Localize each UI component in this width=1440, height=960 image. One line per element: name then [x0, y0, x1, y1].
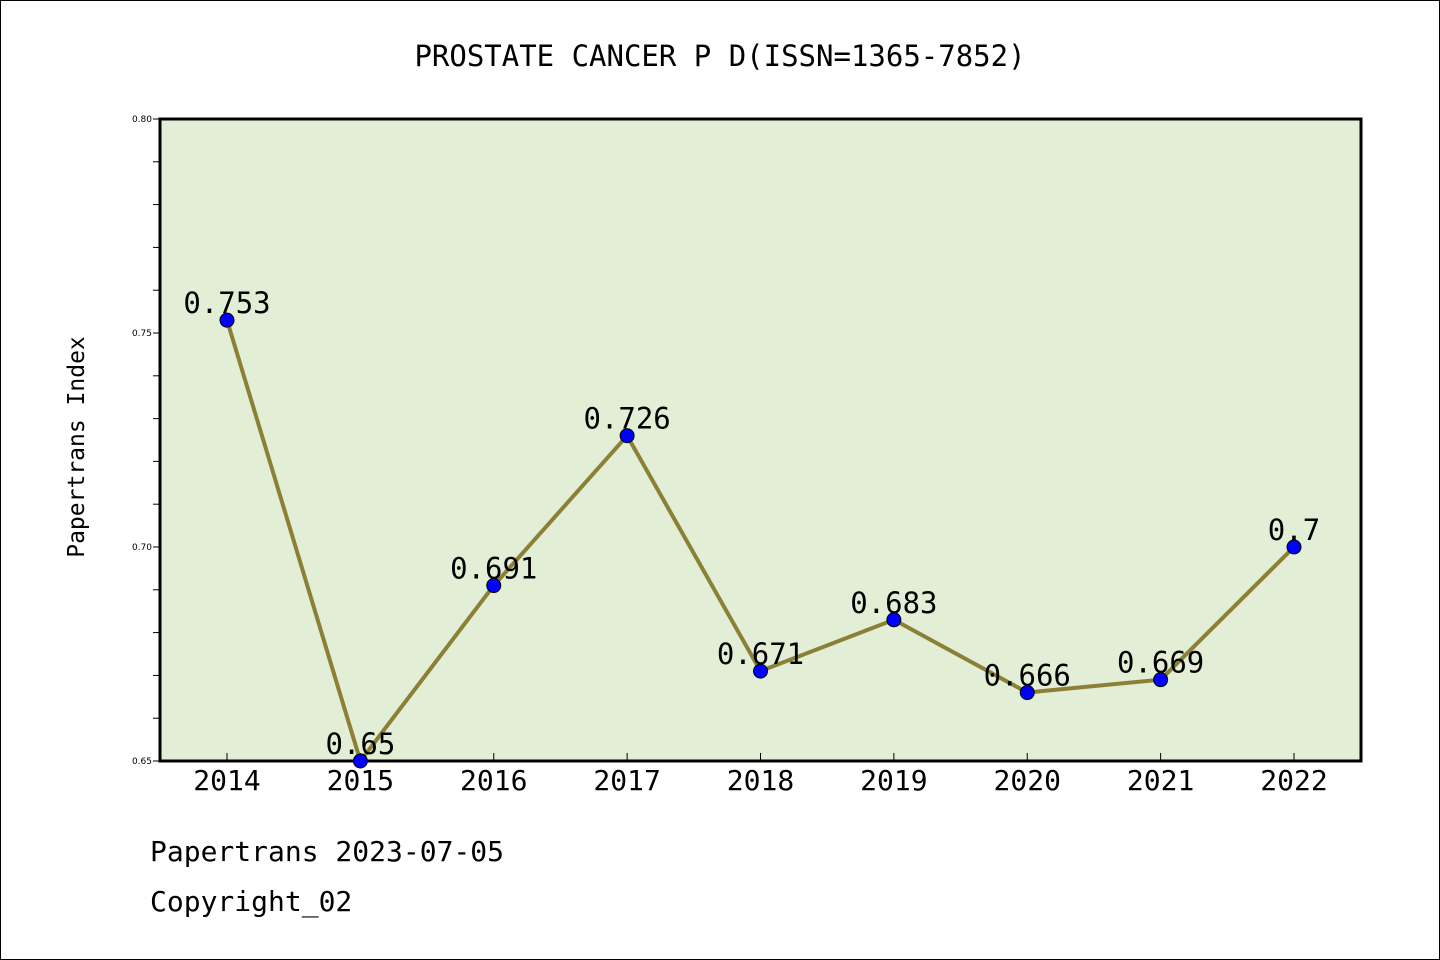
- x-tick-label: 2017: [593, 764, 660, 797]
- x-tick-label: 2022: [1260, 764, 1327, 797]
- y-tick-label: 0.65: [132, 757, 152, 767]
- x-tick-label: 2018: [727, 764, 794, 797]
- data-point: [753, 663, 768, 679]
- data-point: [619, 428, 635, 444]
- data-label: 0.7: [1268, 513, 1320, 547]
- series-group: 0.753 0.65 0.691 0.726 0.671 0.683 0.666 0.669 0…: [183, 286, 1320, 769]
- data-point: [1153, 672, 1169, 688]
- data-label: 0.753: [183, 286, 270, 320]
- x-axis-ticks: 2014 2015 2016 2017 2018 2019 2020 2021 2022: [193, 753, 1328, 797]
- x-tick-label: 2015: [327, 764, 394, 797]
- chart-title: PROSTATE CANCER P D(ISSN=1365-7852): [414, 39, 1025, 73]
- data-label: 0.691: [450, 552, 537, 586]
- x-tick-label: 2020: [994, 764, 1061, 797]
- data-point: [1019, 685, 1035, 701]
- data-label: 0.671: [717, 637, 804, 671]
- data-label: 0.666: [984, 659, 1071, 693]
- data-label: 0.726: [583, 402, 670, 436]
- x-tick-label: 2016: [460, 764, 527, 797]
- data-point: [352, 753, 368, 769]
- y-axis-label: Papertrans Index: [64, 336, 90, 558]
- y-tick-label: 0.80: [132, 115, 152, 125]
- footer-source: Papertrans 2023-07-05: [150, 835, 505, 868]
- data-point: [219, 312, 235, 328]
- footer-copyright: Copyright_02: [150, 885, 353, 918]
- y-tick-label: 0.70: [132, 543, 152, 553]
- x-tick-label: 2014: [193, 764, 260, 797]
- data-label: 0.669: [1117, 646, 1204, 680]
- plot-area: [158, 117, 1363, 763]
- data-point: [886, 612, 902, 628]
- data-point: [486, 578, 502, 594]
- data-point: [1286, 539, 1302, 555]
- x-tick-label: 2019: [860, 764, 927, 797]
- data-label: 0.65: [325, 727, 395, 761]
- y-axis-ticks: 0.65 0.70 0.75 0.80: [132, 115, 160, 767]
- x-tick-label: 2021: [1127, 764, 1194, 797]
- data-label: 0.683: [850, 586, 937, 620]
- y-tick-label: 0.75: [132, 329, 152, 339]
